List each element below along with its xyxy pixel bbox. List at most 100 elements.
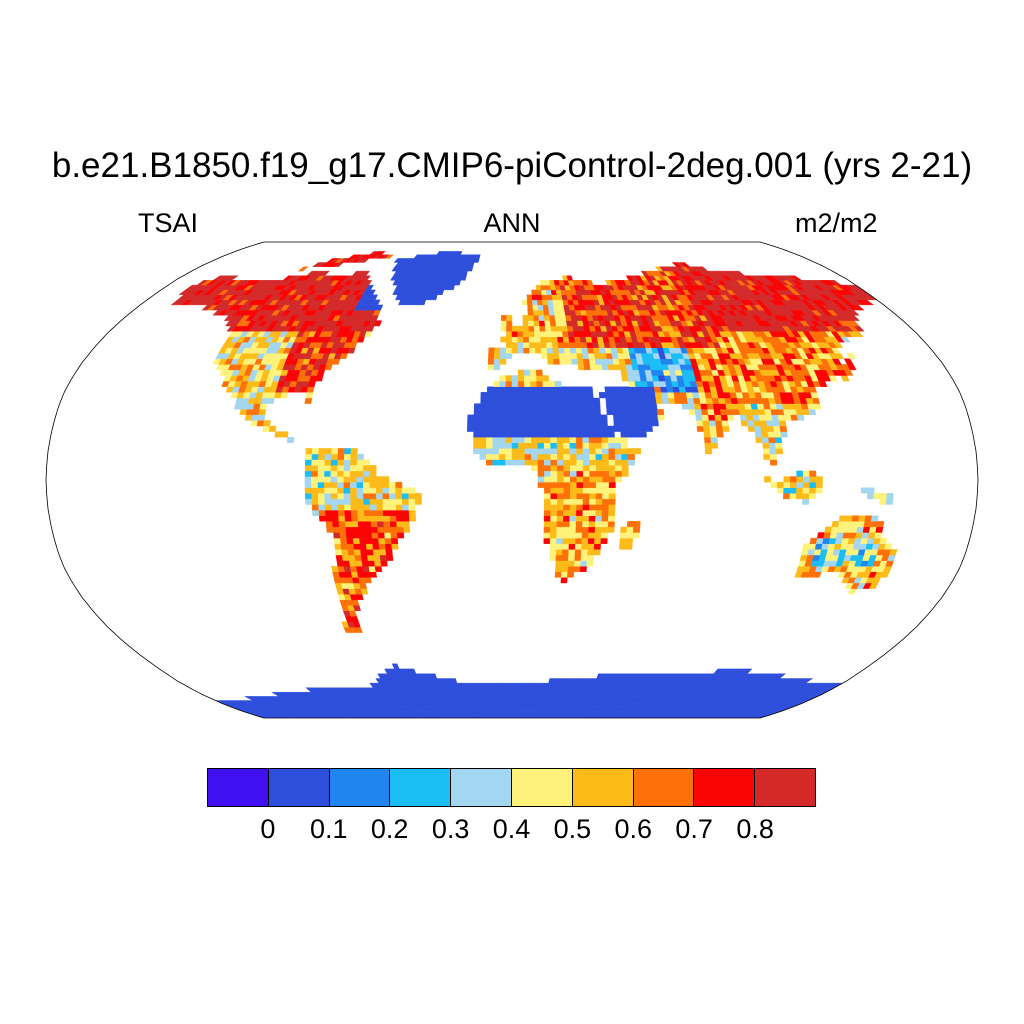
grid-cell (382, 476, 390, 483)
grid-cell (523, 336, 530, 343)
grid-cell (569, 347, 577, 354)
grid-cell (356, 459, 364, 466)
grid-cell (856, 526, 865, 533)
grid-cell (644, 409, 652, 415)
grid-cell (500, 320, 507, 327)
grid-cell (486, 409, 494, 415)
grid-cell (351, 521, 359, 528)
grid-cell (809, 470, 817, 477)
grid-cell (561, 325, 569, 332)
grid-cell (754, 431, 763, 438)
grid-cell (505, 386, 513, 393)
grid-cell (789, 409, 798, 415)
grid-cell (759, 420, 768, 427)
grid-cell (517, 375, 525, 382)
grid-cell (534, 347, 542, 354)
grid-cell (601, 431, 609, 438)
grid-cell (511, 692, 517, 697)
grid-cell (645, 375, 654, 382)
grid-cell (531, 448, 538, 455)
grid-cell (583, 476, 590, 483)
grid-cell (632, 414, 640, 421)
grid-cell (515, 704, 521, 708)
grid-cell (708, 414, 716, 421)
grid-cell (520, 692, 526, 697)
grid-cell (430, 673, 438, 679)
grid-cell (637, 409, 646, 415)
grid-cell (803, 476, 810, 483)
grid-cell (378, 543, 386, 550)
grid-cell (297, 266, 309, 272)
grid-cell (570, 487, 577, 494)
grid-cell (402, 509, 410, 516)
grid-cell (518, 448, 526, 455)
grid-cell (650, 409, 658, 415)
grid-cell (311, 448, 320, 455)
grid-cell (608, 470, 616, 477)
grid-cell (655, 397, 664, 404)
grid-cell (575, 537, 583, 544)
grid-cell (511, 448, 519, 455)
grid-cell (505, 397, 513, 404)
grid-cell (484, 682, 490, 688)
grid-cell (508, 713, 513, 716)
grid-cell (518, 431, 525, 438)
grid-cell (461, 270, 468, 276)
grid-cell (523, 704, 529, 708)
grid-cell (557, 493, 564, 500)
grid-cell (473, 425, 481, 432)
grid-cell (550, 498, 558, 505)
grid-cell (761, 431, 769, 438)
grid-cell (524, 437, 532, 443)
grid-cell (305, 392, 314, 399)
grid-cell (719, 409, 728, 415)
grid-cell (550, 325, 557, 332)
grid-cell (563, 465, 571, 472)
grid-cell (796, 414, 805, 421)
grid-cell (538, 315, 545, 321)
grid-cell (621, 375, 629, 382)
grid-cell (369, 493, 377, 500)
grid-cell (544, 448, 551, 455)
grid-cell (528, 325, 535, 332)
grid-cell (611, 397, 620, 404)
grid-cell (522, 707, 528, 712)
grid-cell (549, 320, 557, 327)
grid-cell (593, 543, 601, 550)
grid-cell (775, 442, 783, 449)
grid-cell (304, 476, 312, 483)
grid-cell (557, 342, 565, 348)
grid-cell (633, 375, 642, 382)
grid-cell (396, 532, 405, 539)
grid-cell (602, 459, 610, 466)
grid-cell (595, 498, 603, 505)
grid-cell (537, 304, 544, 311)
grid-cell (762, 448, 771, 455)
grid-cell (530, 403, 538, 410)
grid-cell (518, 442, 526, 449)
grid-cell (499, 375, 507, 382)
grid-cell (523, 347, 530, 354)
grid-cell (576, 465, 584, 472)
grid-cell (511, 409, 519, 415)
grid-cell (378, 537, 386, 544)
grid-cell (581, 414, 589, 421)
grid-cell (473, 420, 481, 427)
grid-cell (511, 386, 519, 393)
grid-cell (575, 526, 583, 533)
grid-cell (530, 425, 538, 432)
grid-cell (343, 493, 351, 500)
grid-cell (330, 470, 338, 477)
grid-cell (554, 571, 562, 578)
colorbar-box (511, 769, 573, 806)
grid-cell (358, 577, 366, 584)
grid-cell (538, 320, 546, 327)
grid-cell (567, 560, 575, 567)
colorbar-tick-label: 0.8 (736, 814, 774, 844)
grid-cell (511, 704, 517, 708)
grid-cell (518, 420, 525, 427)
grid-cell (528, 320, 535, 327)
grid-cell (568, 414, 576, 421)
grid-cell (305, 453, 313, 460)
grid-cell (505, 380, 513, 387)
